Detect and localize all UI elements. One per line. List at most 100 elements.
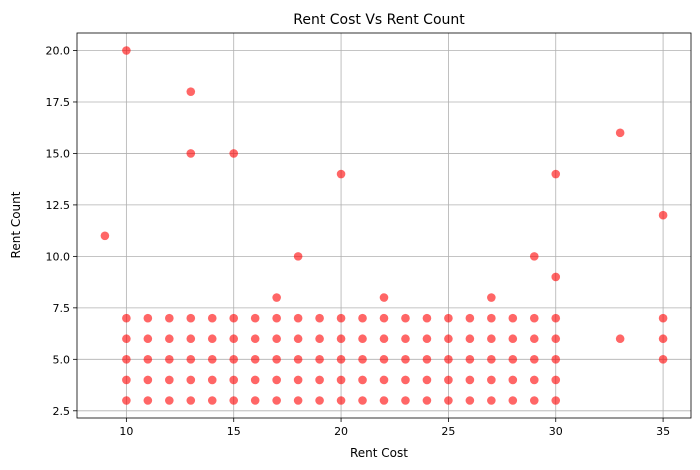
data-point: [658, 313, 668, 323]
data-point: [379, 293, 389, 302]
data-point: [379, 375, 389, 385]
data-point: [336, 313, 346, 323]
y-tick-label: 17.5: [46, 96, 71, 109]
data-point: [207, 355, 217, 364]
x-tick-label: 15: [227, 425, 241, 438]
data-point: [250, 355, 260, 364]
x-tick-label: 35: [656, 425, 670, 438]
data-point: [358, 355, 367, 364]
data-point: [122, 46, 131, 55]
data-point: [401, 355, 410, 364]
data-point: [293, 375, 303, 385]
data-point: [250, 334, 260, 344]
data-point: [272, 334, 281, 344]
data-point: [250, 396, 260, 405]
data-point: [186, 87, 196, 96]
data-point: [250, 313, 260, 323]
x-tick-label: 10: [119, 425, 133, 438]
data-point: [529, 334, 539, 344]
data-points: [100, 46, 668, 405]
y-tick-label: 7.5: [53, 302, 71, 315]
data-point: [487, 313, 496, 323]
data-point: [465, 375, 475, 385]
data-point: [272, 396, 281, 405]
data-point: [508, 355, 518, 364]
data-point: [143, 313, 153, 323]
data-point: [336, 334, 346, 344]
data-point: [272, 375, 281, 385]
data-point: [529, 313, 539, 323]
y-axis-ticks: 2.5 5.0 7.5 10.0 12.5 15.0 17.5 20.0: [46, 45, 77, 418]
data-point: [615, 334, 625, 344]
data-point: [336, 396, 346, 405]
data-point: [272, 313, 281, 323]
data-point: [358, 375, 367, 385]
data-point: [207, 375, 217, 385]
data-point: [165, 355, 174, 364]
data-point: [165, 396, 174, 405]
data-point: [422, 334, 432, 344]
data-point: [379, 396, 389, 405]
data-point: [465, 334, 475, 344]
data-point: [143, 375, 153, 385]
chart-title: Rent Cost Vs Rent Count: [293, 12, 465, 28]
data-point: [615, 128, 625, 138]
data-point: [293, 396, 303, 405]
data-point: [551, 334, 561, 344]
data-point: [551, 313, 561, 323]
data-point: [529, 355, 539, 364]
data-point: [229, 396, 239, 405]
data-point: [658, 355, 668, 364]
data-point: [551, 355, 561, 364]
data-point: [487, 334, 496, 344]
data-point: [229, 313, 239, 323]
data-point: [229, 334, 239, 344]
data-point: [229, 149, 239, 158]
data-point: [272, 293, 281, 302]
data-point: [379, 313, 389, 323]
data-point: [465, 313, 475, 323]
data-point: [487, 355, 496, 364]
data-point: [379, 355, 389, 364]
y-tick-label: 10.0: [46, 250, 71, 263]
data-point: [207, 313, 217, 323]
data-point: [293, 252, 303, 261]
data-point: [315, 313, 324, 323]
x-axis-ticks: 10 15 20 25 30 35: [119, 418, 670, 438]
data-point: [401, 396, 410, 405]
data-point: [122, 313, 131, 323]
x-tick-label: 25: [441, 425, 455, 438]
data-point: [336, 169, 346, 179]
data-point: [186, 396, 196, 405]
data-point: [551, 375, 561, 385]
data-point: [165, 313, 174, 323]
data-point: [487, 375, 496, 385]
data-point: [207, 334, 217, 344]
data-point: [207, 396, 217, 405]
x-axis-label: Rent Cost: [350, 446, 408, 460]
data-point: [487, 396, 496, 405]
data-point: [658, 334, 668, 344]
data-point: [186, 149, 196, 158]
data-point: [358, 313, 367, 323]
data-point: [444, 334, 453, 344]
data-point: [422, 355, 432, 364]
data-point: [122, 334, 131, 344]
data-point: [143, 355, 153, 364]
data-point: [422, 396, 432, 405]
data-point: [122, 355, 131, 364]
data-point: [250, 375, 260, 385]
data-point: [422, 313, 432, 323]
data-point: [229, 375, 239, 385]
data-point: [186, 334, 196, 344]
x-tick-label: 20: [334, 425, 348, 438]
data-point: [401, 334, 410, 344]
data-point: [444, 355, 453, 364]
data-point: [444, 313, 453, 323]
data-point: [315, 396, 324, 405]
data-point: [186, 355, 196, 364]
data-point: [551, 272, 561, 282]
data-point: [315, 355, 324, 364]
data-point: [508, 313, 518, 323]
grid-lines: [77, 33, 691, 418]
